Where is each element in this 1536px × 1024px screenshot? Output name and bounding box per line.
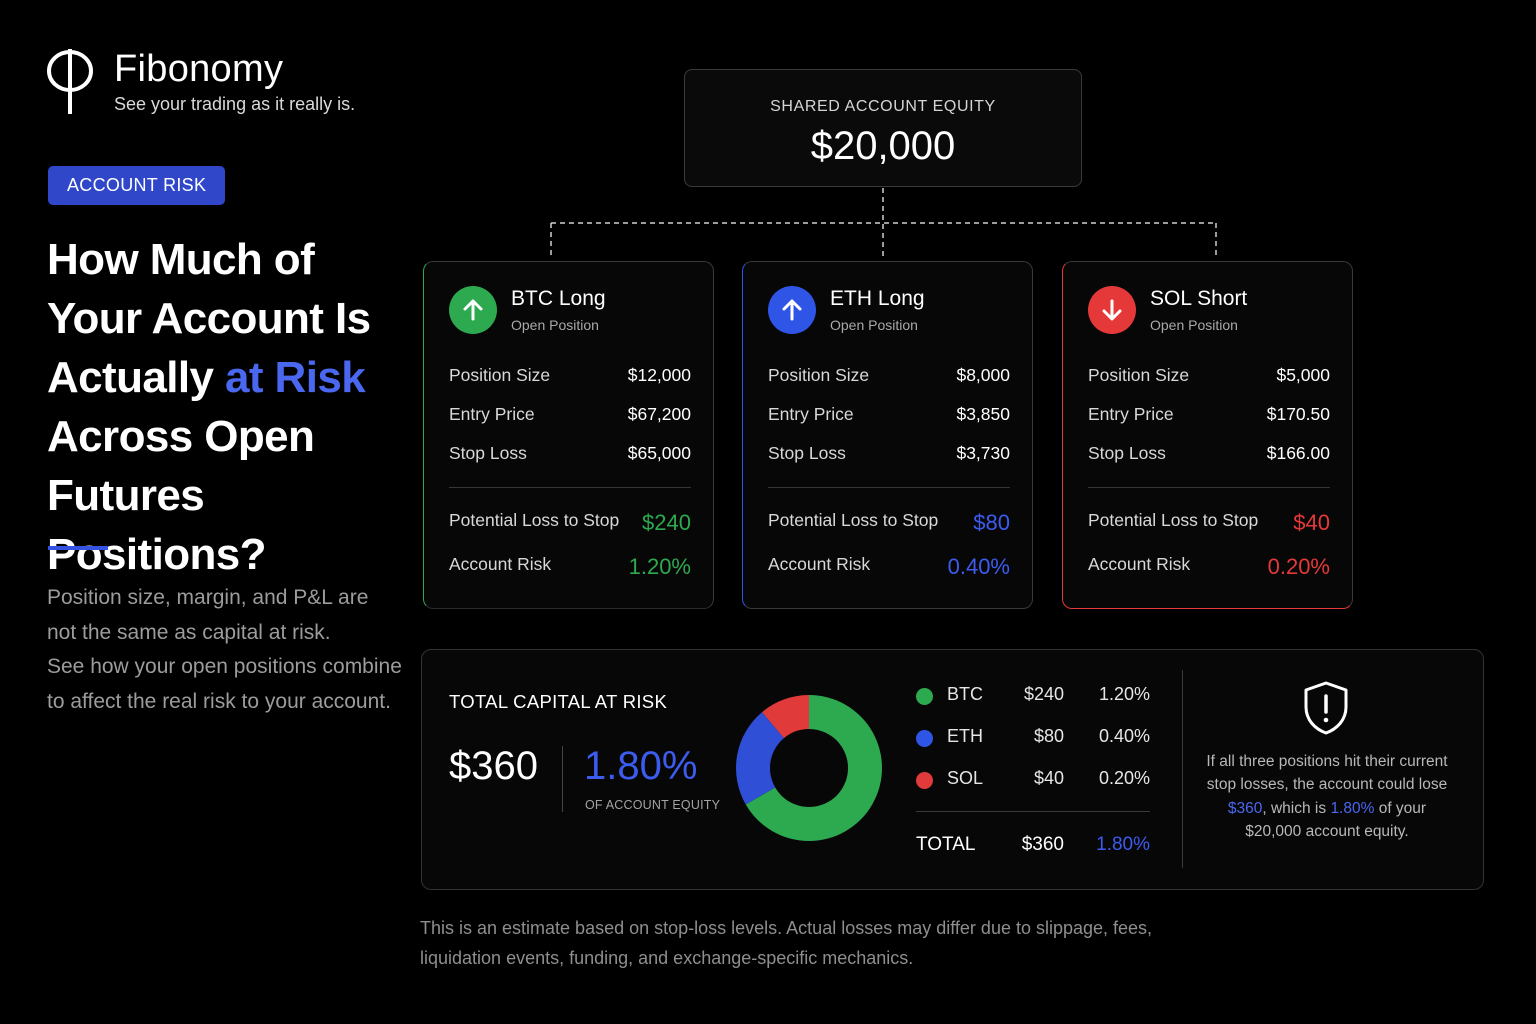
potential-loss-row: Potential Loss to Stop $80 <box>768 510 1010 535</box>
position-title: ETH Long <box>830 287 925 310</box>
position-subtitle: Open Position <box>1150 317 1238 333</box>
title-line: How Much of <box>47 235 315 284</box>
page-title: How Much of Your Account Is Actually at … <box>47 230 407 584</box>
potential-loss-row: Potential Loss to Stop $40 <box>1088 510 1330 535</box>
legend-dot <box>916 730 933 747</box>
entry-price-row: Entry Price $170.50 <box>1088 404 1330 424</box>
stop-loss-row: Stop Loss $65,000 <box>449 443 691 463</box>
arrow-up-icon <box>449 286 497 334</box>
donut-slice-sol <box>762 695 809 739</box>
summary-total-pct: 1.80% <box>584 744 698 788</box>
title-line: Actually at Risk <box>47 353 366 402</box>
card-divider <box>768 487 1010 488</box>
equity-label: SHARED ACCOUNT EQUITY <box>770 98 996 115</box>
donut-slice-eth <box>736 712 784 805</box>
risk-explanation-note: If all three positions hit their current… <box>1206 753 1448 840</box>
legend-divider <box>916 811 1150 812</box>
summary-vertical-divider <box>1182 670 1183 868</box>
risk-donut-chart <box>736 695 882 841</box>
stop-loss-row: Stop Loss $166.00 <box>1088 443 1330 463</box>
position-card-eth[interactable]: ETH Long Open Position Position Size $8,0… <box>742 261 1033 609</box>
disclaimer: This is an estimate based on stop-loss l… <box>420 918 1153 968</box>
description: Position size, margin, and P&L are not t… <box>47 586 402 713</box>
position-size-row: Position Size $12,000 <box>449 365 691 385</box>
title-line: Your Account Is <box>47 294 371 343</box>
card-divider <box>449 487 691 488</box>
position-subtitle: Open Position <box>830 317 918 333</box>
fibonomy-logo-icon <box>47 49 93 114</box>
card-divider <box>1088 487 1330 488</box>
category-badge: ACCOUNT RISK <box>48 166 226 205</box>
brand-tagline: See your trading as it really is. <box>114 94 356 114</box>
total-risk-summary: TOTAL CAPITAL AT RISK $360 1.80% OF ACCO… <box>421 649 1484 890</box>
account-risk-row: Account Risk 0.40% <box>768 554 1010 579</box>
arrow-up-icon <box>768 286 816 334</box>
brand: Fibonomy See your trading as it really i… <box>46 46 355 118</box>
account-risk-row: Account Risk 1.20% <box>449 554 691 579</box>
entry-price-row: Entry Price $67,200 <box>449 404 691 424</box>
summary-pct-label: OF ACCOUNT EQUITY <box>585 798 721 812</box>
accent-divider <box>48 546 108 550</box>
title-line: Futures Positions? <box>47 471 267 579</box>
position-card-sol[interactable]: SOL Short Open Position Position Size $5,… <box>1062 261 1353 609</box>
donut-slice-btc <box>745 695 882 841</box>
position-size-row: Position Size $8,000 <box>768 365 1010 385</box>
brand-name: Fibonomy <box>114 48 284 90</box>
shield-alert-icon <box>1304 681 1348 735</box>
position-title: BTC Long <box>511 287 606 310</box>
position-card-btc[interactable]: BTC Long Open Position Position Size $12,… <box>423 261 714 609</box>
shared-equity-card: SHARED ACCOUNT EQUITY $20,000 <box>684 69 1082 187</box>
potential-loss-row: Potential Loss to Stop $240 <box>449 510 691 535</box>
legend-dot <box>916 772 933 789</box>
summary-divider <box>562 746 563 812</box>
position-subtitle: Open Position <box>511 317 599 333</box>
title-line: Across Open <box>47 412 315 461</box>
account-risk-row: Account Risk 0.20% <box>1088 554 1330 579</box>
summary-total-amount: $360 <box>449 744 538 788</box>
title-highlight: at Risk <box>225 353 366 402</box>
position-size-row: Position Size $5,000 <box>1088 365 1330 385</box>
arrow-down-icon <box>1088 286 1136 334</box>
legend-dot <box>916 688 933 705</box>
summary-label: TOTAL CAPITAL AT RISK <box>449 691 668 712</box>
entry-price-row: Entry Price $3,850 <box>768 404 1010 424</box>
equity-value: $20,000 <box>810 124 956 168</box>
position-title: SOL Short <box>1150 287 1248 310</box>
stop-loss-row: Stop Loss $3,730 <box>768 443 1010 463</box>
